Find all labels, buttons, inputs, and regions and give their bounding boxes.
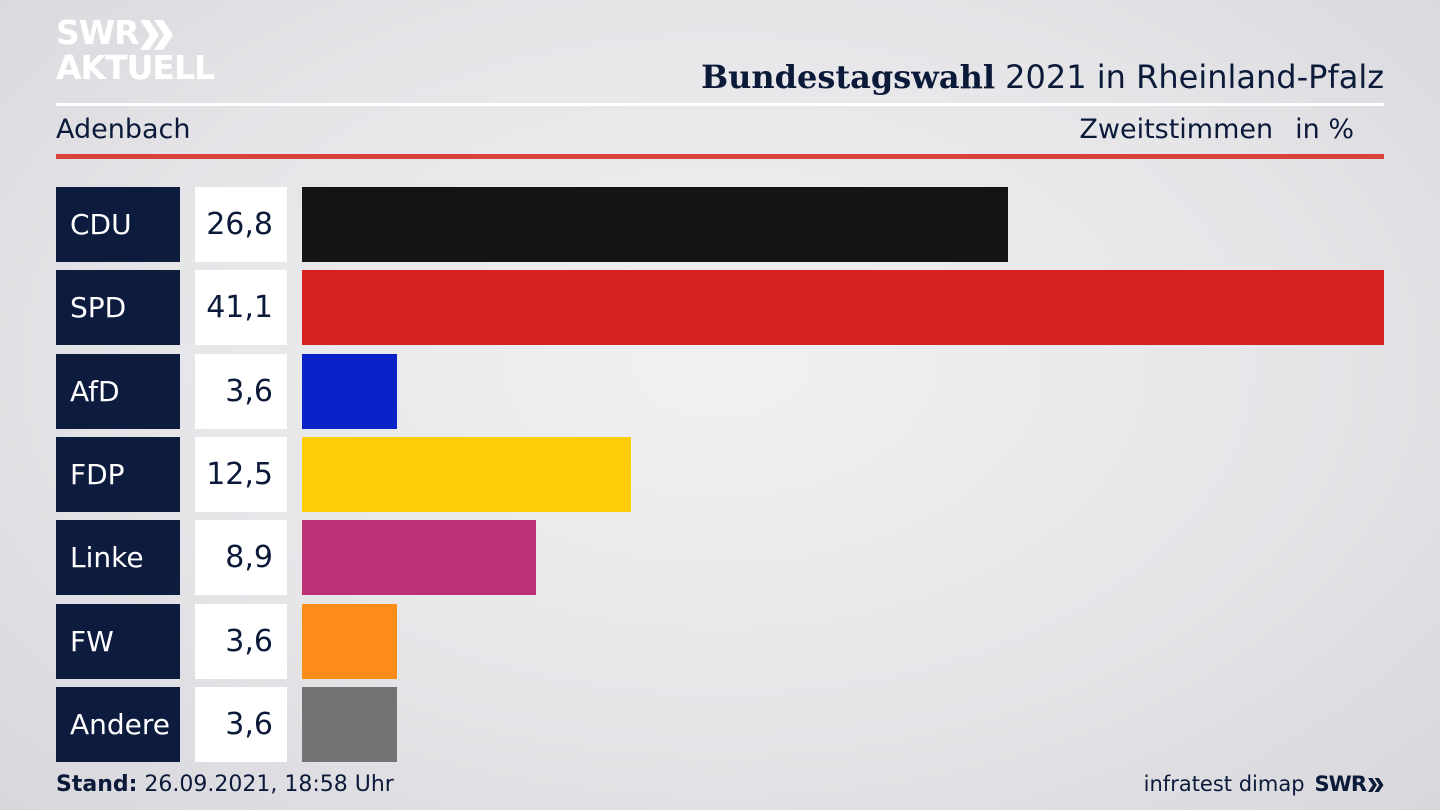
- chart-row-linke: Linke 8,9: [56, 520, 1384, 596]
- chart-row-afd: AfD 3,6: [56, 353, 1384, 429]
- footer-brand: SWR: [1315, 772, 1384, 796]
- party-label: Andere: [56, 686, 180, 762]
- chart-row-spd: SPD 41,1: [56, 270, 1384, 346]
- header-divider: [56, 103, 1384, 106]
- value-label: 3,6: [195, 603, 287, 679]
- party-label: AfD: [56, 353, 180, 429]
- bar-fw: [302, 603, 397, 679]
- party-label: FDP: [56, 436, 180, 512]
- chart-row-cdu: CDU 26,8: [56, 187, 1384, 262]
- swr-aktuell-logo: SWR AKTUELL: [56, 16, 226, 90]
- footer-brand-text: SWR: [1314, 772, 1367, 796]
- chart-row-fdp: FDP 12,5: [56, 436, 1384, 512]
- value-label: 3,6: [195, 686, 287, 762]
- bar-afd: [302, 353, 397, 429]
- bar-linke: [302, 520, 537, 596]
- value-label: 8,9: [195, 520, 287, 596]
- party-label: Linke: [56, 520, 180, 596]
- logo-line-swr: SWR: [56, 13, 140, 52]
- source-credit: infratest dimap SWR: [1144, 772, 1384, 796]
- logo-line-aktuell: AKTUELL: [56, 48, 215, 87]
- title-bold: Bundestagswahl: [701, 58, 995, 96]
- party-label: FW: [56, 603, 180, 679]
- bar-cdu: [302, 187, 1008, 262]
- value-label: 12,5: [195, 436, 287, 512]
- bar-spd: [302, 270, 1384, 346]
- unit-label: in %: [1295, 114, 1354, 145]
- value-label: 3,6: [195, 353, 287, 429]
- chart-row-fw: FW 3,6: [56, 603, 1384, 679]
- source-name: infratest dimap: [1143, 772, 1305, 796]
- footer-chevrons-icon: [1368, 778, 1384, 792]
- region-name: Adenbach: [56, 114, 191, 145]
- party-label: CDU: [56, 187, 180, 262]
- party-label: SPD: [56, 270, 180, 346]
- accent-divider: [56, 154, 1384, 159]
- bar-andere: [302, 686, 397, 762]
- bar-fdp: [302, 436, 632, 512]
- page-title: Bundestagswahl 2021 in Rheinland-Pfalz: [701, 58, 1384, 96]
- value-label: 41,1: [195, 270, 287, 346]
- measure-name: Zweitstimmen: [1079, 114, 1274, 145]
- stand-label: Stand:: [56, 772, 138, 797]
- measure-label: Zweitstimmen in %: [1079, 114, 1354, 145]
- chart-row-andere: Andere 3,6: [56, 686, 1384, 762]
- logo-chevrons-icon: [140, 20, 173, 50]
- value-label: 26,8: [195, 187, 287, 262]
- stand-value: 26.09.2021, 18:58 Uhr: [137, 772, 394, 797]
- timestamp: Stand: 26.09.2021, 18:58 Uhr: [56, 772, 394, 797]
- title-rest: 2021 in Rheinland-Pfalz: [995, 58, 1384, 96]
